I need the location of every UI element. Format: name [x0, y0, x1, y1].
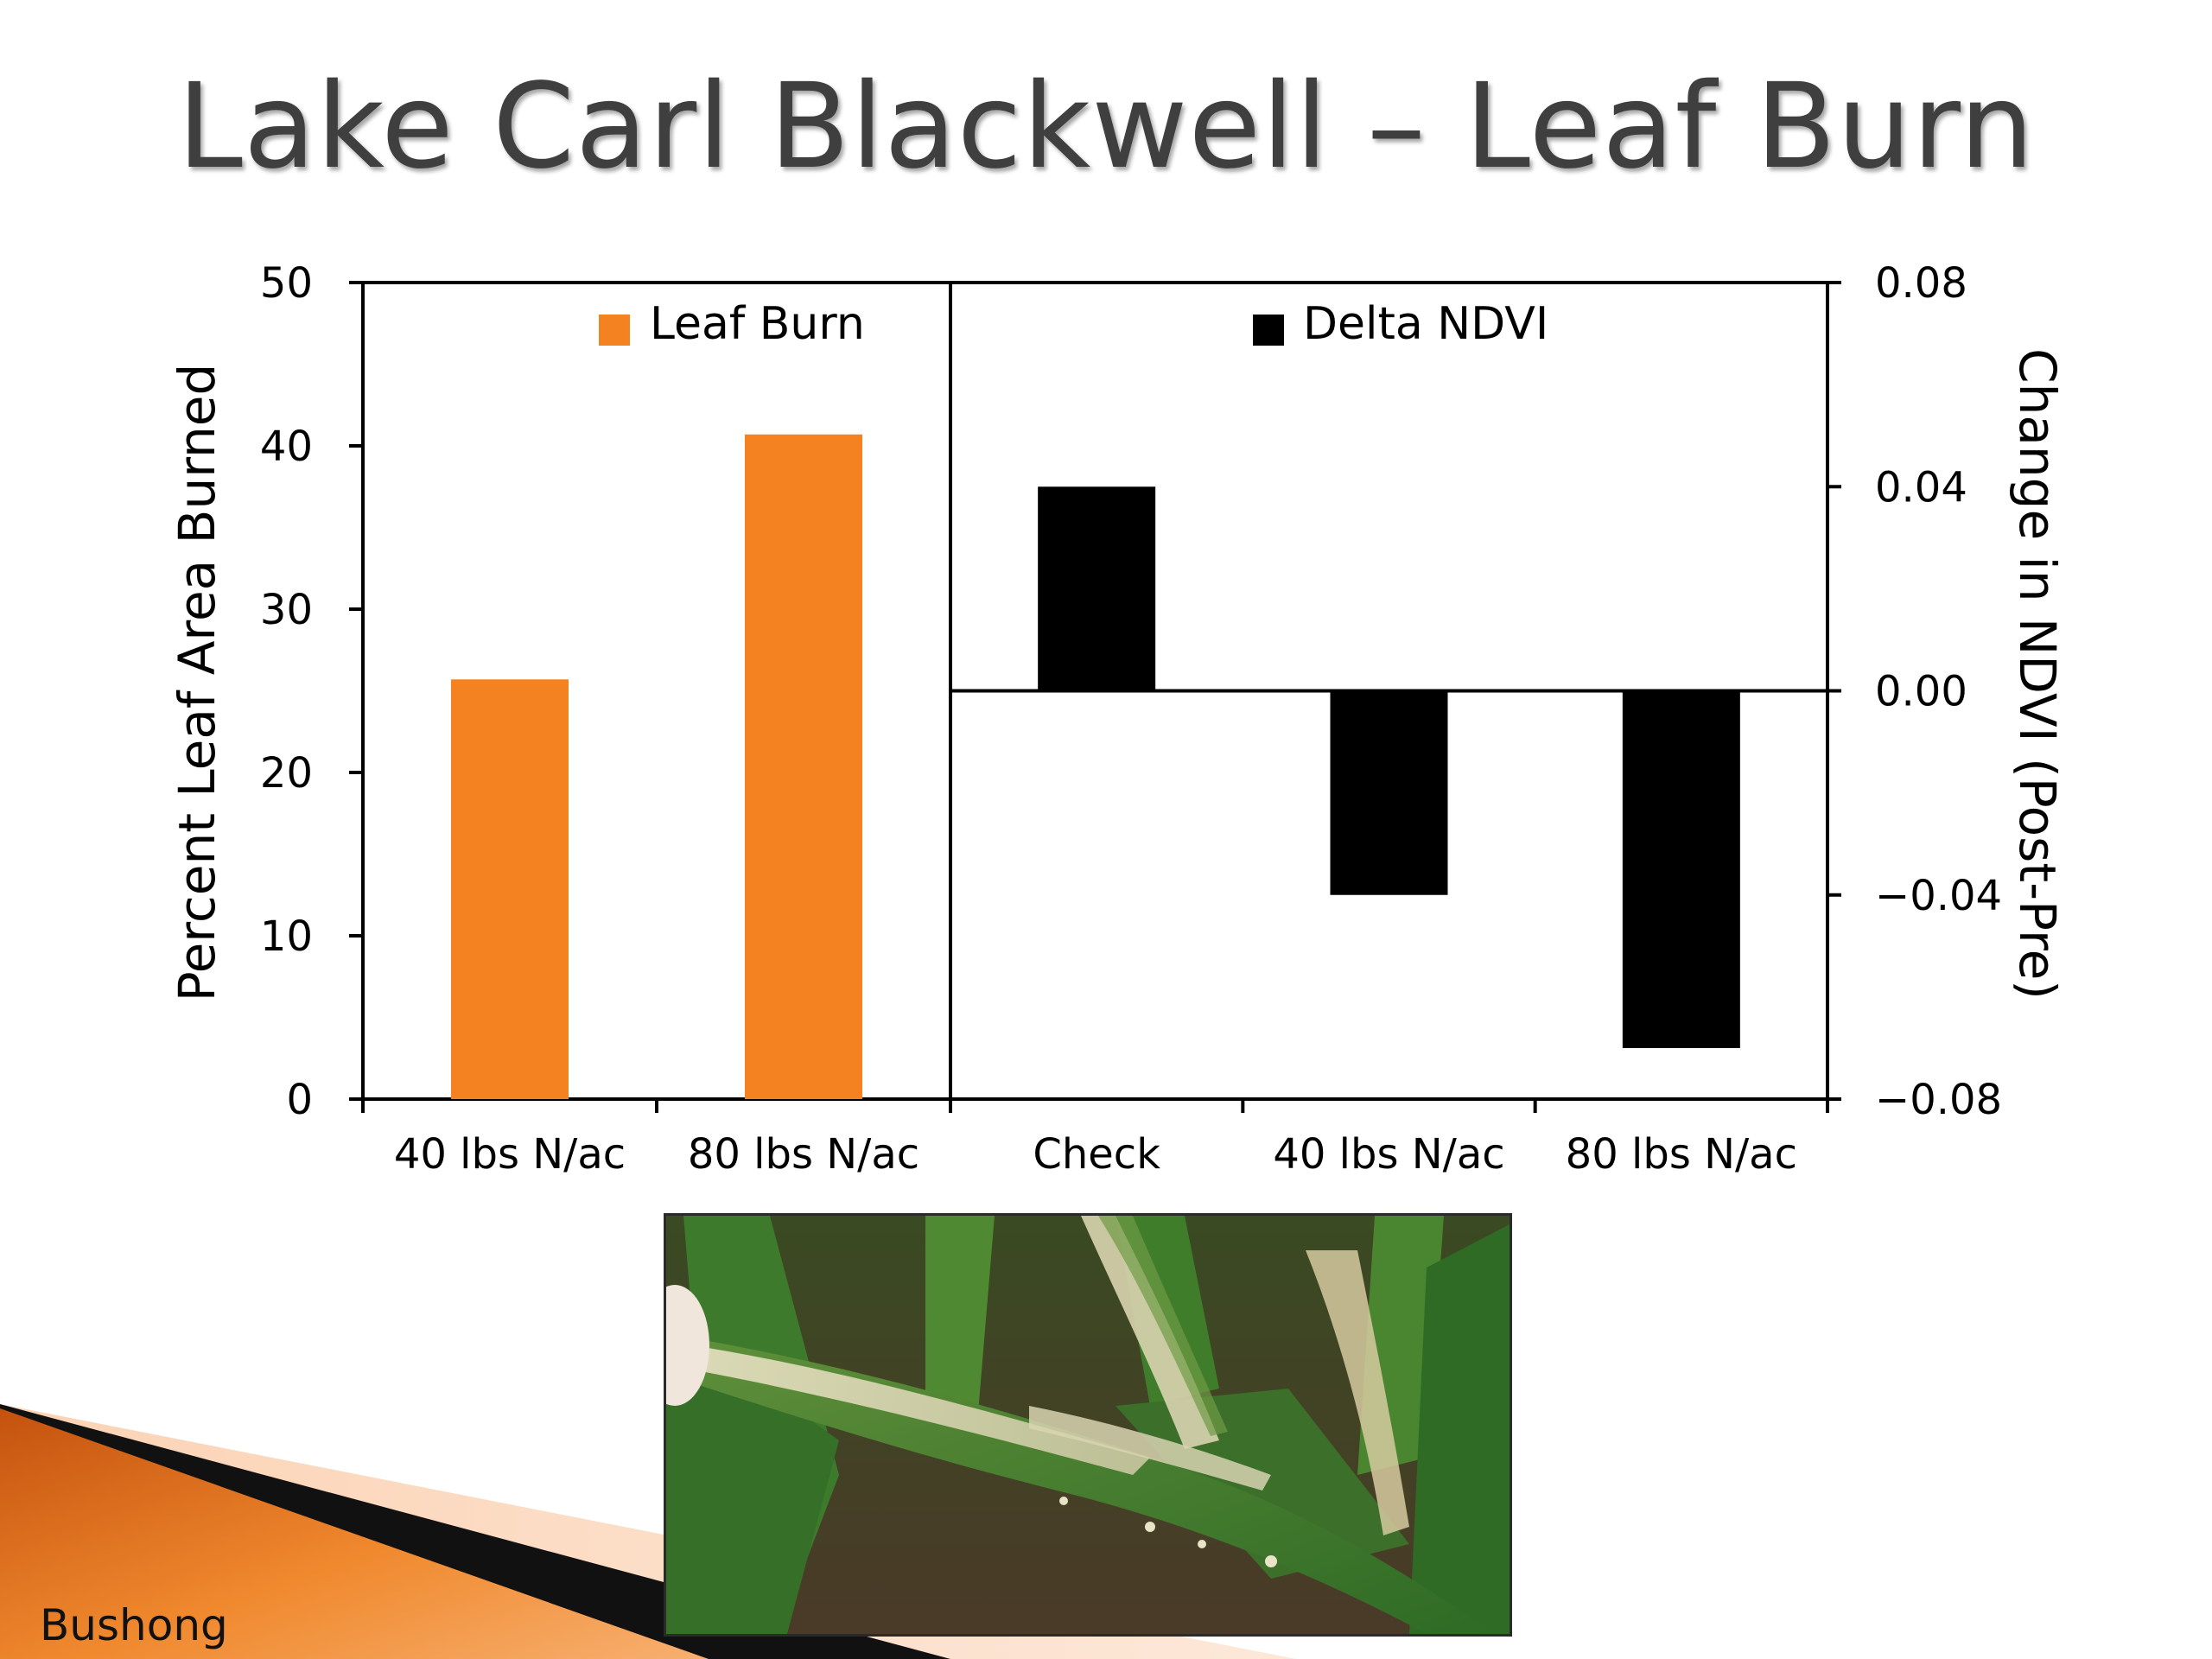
left-y-axis-ticks: 0 10 20 30 40 50: [260, 259, 363, 1124]
leaf-burn-bar: [745, 434, 862, 1099]
leaf-burn-ndvi-chart: 0 10 20 30 40 50 0.08 0.04 0.00 −0.04 −0.08 40 lb…: [168, 259, 2067, 1179]
leaf-burn-bars: [451, 434, 862, 1099]
delta-ndvi-bar: [1622, 690, 1740, 1048]
swoosh-orange: [0, 1408, 709, 1659]
legend-swatch-delta-ndvi: [1253, 315, 1284, 346]
right-y-tick-label: −0.04: [1875, 872, 2002, 920]
right-y-axis-label: Change in NDVI (Post-Pre): [2008, 348, 2067, 1000]
x-axis-tick-labels: 40 lbs N/ac 80 lbs N/ac Check 40 lbs N/ac 80…: [361, 1099, 1829, 1179]
delta-ndvi-bars: [1038, 486, 1740, 1048]
right-y-tick-label: 0.04: [1875, 463, 1967, 512]
x-tick-label: 40 lbs N/ac: [1273, 1130, 1504, 1179]
delta-ndvi-bar: [1038, 486, 1156, 691]
author-name: Bushong: [40, 1600, 228, 1650]
right-y-tick-label: 0.00: [1875, 668, 1967, 716]
leaf-burn-bar: [451, 679, 569, 1099]
legend-swatch-leaf-burn: [599, 315, 630, 346]
slide-title: Lake Carl Blackwell – Leaf Burn: [177, 59, 2035, 195]
left-y-tick-label: 0: [286, 1076, 313, 1124]
left-y-axis-label: Percent Leaf Area Burned: [168, 364, 226, 1002]
left-y-tick-label: 10: [260, 912, 313, 961]
x-tick-label: 40 lbs N/ac: [394, 1130, 626, 1179]
delta-ndvi-bar: [1330, 690, 1448, 895]
legend-label-leaf-burn: Leaf Burn: [650, 298, 865, 350]
right-y-axis-ticks: 0.08 0.04 0.00 −0.04 −0.08: [1827, 259, 2002, 1124]
left-y-tick-label: 30: [260, 586, 313, 634]
x-tick-label: 80 lbs N/ac: [688, 1130, 919, 1179]
left-y-tick-label: 20: [260, 749, 313, 798]
x-tick-label: Check: [1033, 1130, 1160, 1179]
legend-label-delta-ndvi: Delta NDVI: [1303, 298, 1548, 350]
x-tick-label: 80 lbs N/ac: [1566, 1130, 1797, 1179]
left-y-tick-label: 50: [260, 259, 313, 308]
right-y-tick-label: 0.08: [1875, 259, 1967, 308]
right-y-tick-label: −0.08: [1875, 1076, 2002, 1124]
corn-leaf-burn-photo: [664, 1213, 1512, 1637]
left-y-tick-label: 40: [260, 423, 313, 471]
